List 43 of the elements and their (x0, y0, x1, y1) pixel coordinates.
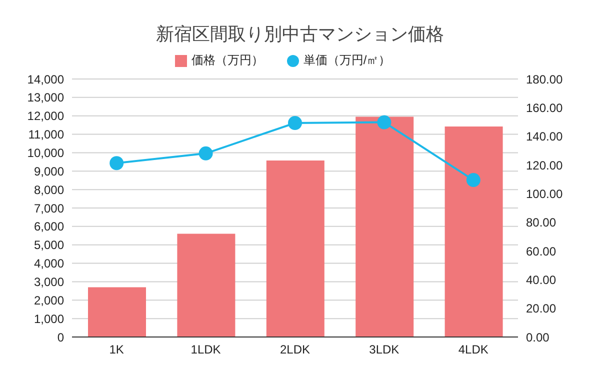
x-tick-label: 1K (109, 342, 124, 357)
y2-tick-label: 60.00 (526, 244, 556, 258)
y2-tick-label: 20.00 (526, 302, 556, 316)
bar (356, 116, 414, 337)
x-tick-label: 1LDK (190, 342, 221, 357)
legend-label: 価格（万円） (191, 53, 264, 67)
y-tick-label: 12,000 (27, 109, 64, 124)
y-tick-label: 8,000 (34, 182, 64, 197)
x-tick-label: 2LDK (280, 342, 310, 357)
y2-tick-label: 40.00 (526, 272, 556, 287)
y-tick-label: 7,000 (34, 201, 64, 216)
y-tick-label: 14,000 (27, 72, 64, 86)
y-tick-label: 1,000 (34, 312, 64, 326)
bar (88, 287, 146, 337)
y-tick-label: 4,000 (34, 256, 64, 271)
point (466, 173, 480, 188)
y-tick-label: 10,000 (27, 146, 64, 160)
bar (177, 234, 236, 337)
y-tick-label: 6,000 (34, 220, 64, 234)
y2-tick-label: 160.00 (526, 100, 564, 115)
y-tick-label: 0 (57, 330, 64, 344)
y2-tick-label: 140.00 (526, 130, 564, 144)
y2-tick-label: 120.00 (526, 158, 564, 172)
bar (266, 160, 324, 337)
y-tick-label: 3,000 (34, 274, 64, 289)
y2-tick-label: 100.00 (526, 186, 564, 201)
bar (444, 126, 503, 337)
point (377, 115, 392, 130)
legend-label: 単価（万円/㎡） (303, 53, 391, 67)
x-tick-label: 3LDK (369, 342, 400, 357)
point (288, 116, 302, 130)
y2-tick-label: 0.00 (526, 330, 550, 344)
y-tick-label: 13,000 (27, 90, 64, 105)
x-tick-label: 4LDK (458, 342, 488, 357)
y2-tick-label: 180.00 (526, 72, 564, 86)
y-tick-label: 11,000 (28, 128, 64, 142)
point (198, 146, 213, 160)
y-tick-label: 5,000 (34, 238, 64, 252)
point (110, 156, 124, 170)
y-tick-label: 2,000 (34, 293, 64, 308)
y2-tick-label: 80.00 (526, 216, 556, 230)
y-tick-label: 9,000 (34, 164, 64, 178)
chart-title: 新宿区間取り別中古マンション価格 (155, 23, 445, 46)
